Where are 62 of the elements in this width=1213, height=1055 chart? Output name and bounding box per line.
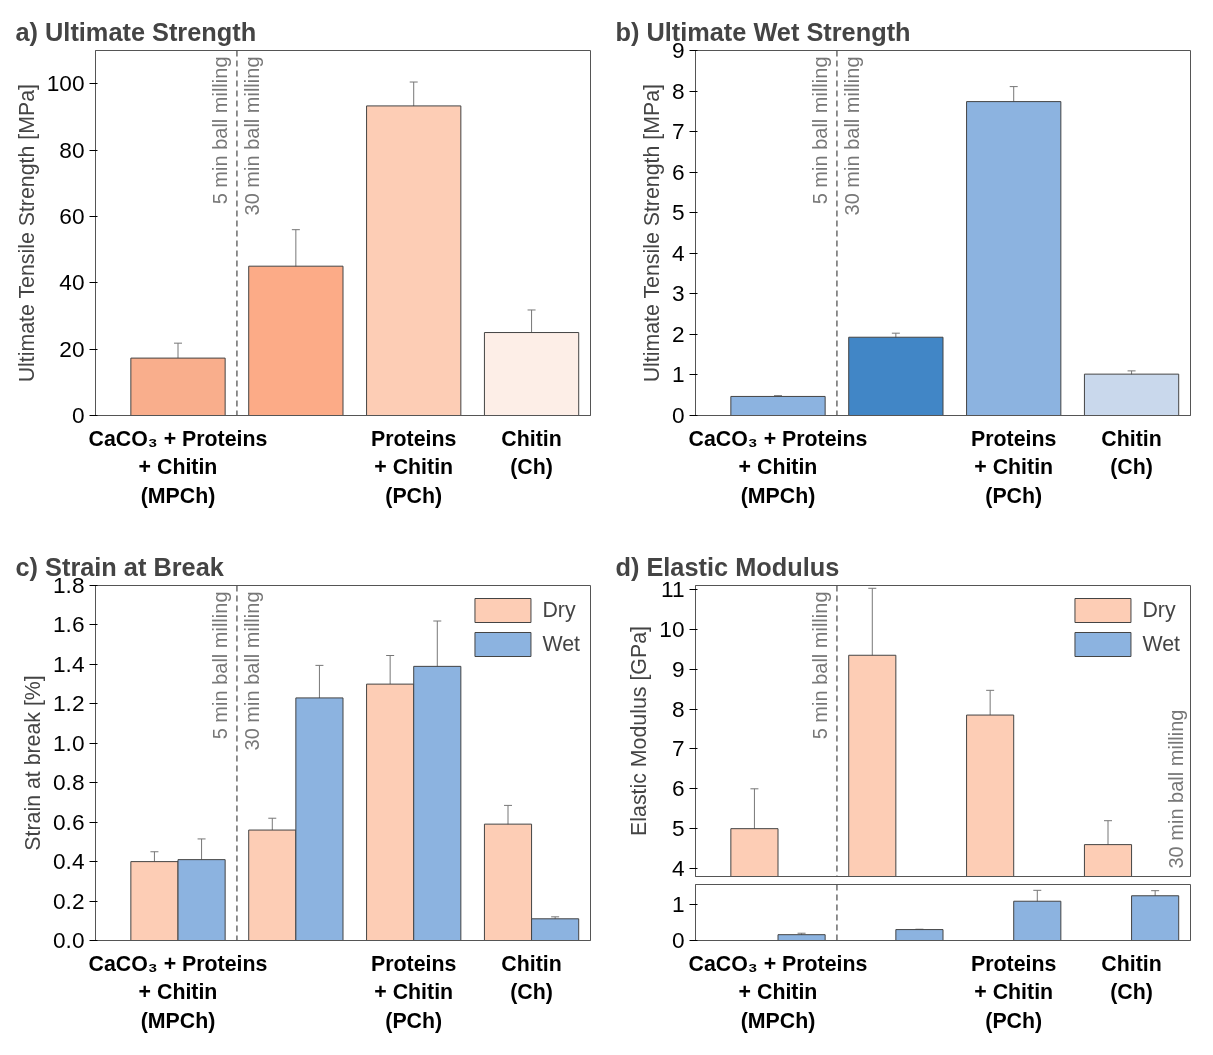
- annotation: 30 min ball milling: [240, 56, 263, 216]
- y-tick-label: 5: [671, 815, 685, 842]
- y-tick-label: 100: [46, 70, 85, 97]
- y-tick-label: 20: [59, 335, 85, 362]
- legend-label: Dry: [542, 597, 576, 623]
- y-tick-label: 0.0: [53, 927, 85, 953]
- y-tick-label: 6: [671, 775, 685, 802]
- x-tick-label: Proteins + Chitin (PCh): [371, 951, 457, 1034]
- y-tick-label: 6: [671, 158, 685, 185]
- y-tick-label: 1: [671, 890, 685, 917]
- y-tick-label: 3: [671, 280, 685, 307]
- y-tick-label: 9: [671, 655, 685, 682]
- y-tick-label: 4: [671, 239, 685, 266]
- y-tick-label: 4: [671, 855, 685, 882]
- y-tick-label: 0.8: [53, 769, 85, 796]
- y-tick-label: 8: [671, 77, 685, 104]
- x-tick-label: Proteins + Chitin (PCh): [971, 951, 1057, 1034]
- x-tick-label: CaCO₃ + Proteins + Chitin (MPCh): [88, 951, 268, 1034]
- annotation: 5 min ball milling: [208, 591, 231, 740]
- annotation: 30 min ball milling: [240, 591, 263, 751]
- x-tick-label: CaCO₃ + Proteins + Chitin (MPCh): [688, 426, 868, 509]
- y-tick-label: 1.0: [53, 729, 85, 756]
- y-tick-label: 0.4: [53, 848, 85, 875]
- legend-label: Wet: [542, 631, 580, 657]
- y-tick-label: 0: [71, 402, 85, 428]
- y-tick-label: 10: [659, 615, 685, 642]
- y-tick-label: 80: [59, 136, 85, 163]
- y-axis-title: Strain at break [%]: [21, 675, 45, 851]
- y-tick-label: 1.6: [53, 611, 85, 638]
- y-tick-label: 0: [671, 927, 685, 953]
- x-tick-label: CaCO₃ + Proteins + Chitin (MPCh): [688, 951, 868, 1034]
- annotation: 30 min ball milling: [1164, 709, 1187, 869]
- y-tick-label: 40: [59, 269, 85, 296]
- annotation: 5 min ball milling: [808, 591, 831, 740]
- y-tick-label: 7: [671, 735, 685, 762]
- y-tick-label: 1.2: [53, 690, 85, 717]
- y-axis-title: Elastic Modulus [GPa]: [627, 626, 652, 836]
- y-tick-label: 1: [671, 361, 685, 388]
- y-tick-label: 7: [671, 118, 685, 145]
- annotation: 5 min ball milling: [808, 56, 831, 205]
- legend-label: Dry: [1142, 597, 1176, 623]
- y-axis-title: Ultimate Tensile Strength [MPa]: [639, 84, 664, 383]
- chart-title: a) Ultimate Strength: [15, 17, 257, 46]
- y-tick-label: 8: [671, 695, 685, 722]
- x-tick-label: CaCO₃ + Proteins + Chitin (MPCh): [88, 426, 268, 509]
- x-tick-label: Chitin (Ch): [1101, 951, 1162, 1005]
- annotation: 30 min ball milling: [840, 56, 863, 216]
- x-tick-label: Proteins + Chitin (PCh): [971, 426, 1057, 509]
- y-axis-title: Ultimate Tensile Strength [MPa]: [14, 84, 39, 383]
- x-tick-label: Chitin (Ch): [1101, 426, 1162, 480]
- x-tick-label: Chitin (Ch): [501, 426, 562, 480]
- y-tick-label: 1.4: [53, 650, 85, 677]
- y-tick-label: 0.6: [53, 808, 85, 835]
- annotation: 5 min ball milling: [208, 56, 231, 205]
- y-tick-label: 5: [671, 199, 685, 226]
- x-tick-label: Proteins + Chitin (PCh): [371, 426, 457, 509]
- y-tick-label: 0.2: [53, 887, 85, 914]
- y-tick-label: 0: [671, 402, 685, 428]
- legend-label: Wet: [1142, 631, 1180, 657]
- y-tick-label: 60: [59, 202, 85, 229]
- y-tick-label: 2: [671, 320, 685, 347]
- x-tick-label: Chitin (Ch): [501, 951, 562, 1005]
